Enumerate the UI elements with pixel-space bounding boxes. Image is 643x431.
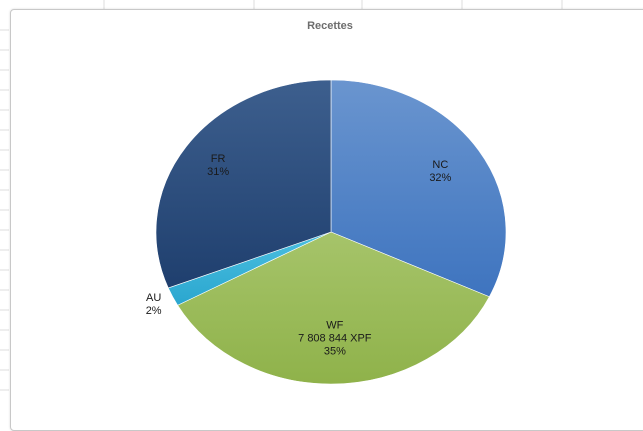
data-label-fr-label: FR bbox=[211, 153, 226, 165]
data-label-fr-pct: 31% bbox=[207, 166, 229, 178]
pie-slice-fr[interactable] bbox=[155, 79, 332, 289]
data-label-au-pct: 2% bbox=[146, 305, 162, 317]
data-label-nc-label: NC bbox=[432, 159, 448, 171]
chart-title: Recettes bbox=[307, 20, 353, 32]
data-label-wf-label: WF bbox=[326, 319, 343, 331]
pie-slice-wf[interactable] bbox=[177, 231, 490, 385]
data-label-wf-value: 7 808 844 XPF bbox=[298, 332, 372, 344]
data-label-au-label: AU bbox=[146, 292, 161, 304]
data-label-wf-pct: 35% bbox=[324, 345, 346, 357]
spreadsheet-grid bbox=[0, 0, 563, 391]
pie-slice-nc[interactable] bbox=[330, 79, 507, 298]
data-label-nc-pct: 32% bbox=[429, 172, 451, 184]
